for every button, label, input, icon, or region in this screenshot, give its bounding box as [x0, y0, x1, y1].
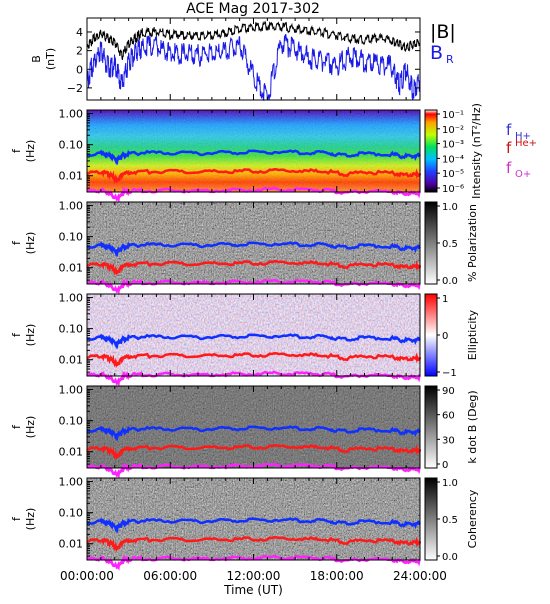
intensity-colorbar [424, 109, 438, 193]
legend-gyro-label-0: H+ [515, 131, 531, 142]
b-ytick-label: −2 [67, 82, 83, 95]
coherency-yunit: (Hz) [24, 508, 37, 531]
b-ytick-label: 4 [76, 26, 83, 39]
kdotb-yunit: (Hz) [24, 416, 37, 439]
ellipticity-colorbar-tick-label: 1 [442, 294, 448, 305]
kdotb-colorbar [424, 385, 438, 469]
xtick-label: 12:00:00 [227, 569, 281, 583]
xtick-label: 00:00:00 [60, 569, 114, 583]
ellipticity-ytick-label: 1.00 [59, 292, 84, 305]
ellipticity-colorbar [424, 293, 438, 377]
coherency-colorbar-label: Coherency [466, 489, 479, 548]
b-ytick-label: 2 [76, 45, 83, 58]
intensity-colorbar-tick-label: 10⁻⁴ [442, 154, 464, 165]
intensity-colorbar-tick-label: 10⁻⁵ [442, 169, 464, 180]
ellipticity-f-hydrogen-line [86, 333, 421, 350]
kdotb-f-helium-line [86, 444, 422, 460]
polarization-colorbar [424, 201, 438, 285]
kdotb-ytick-label: 0.01 [59, 446, 84, 459]
ellipticity-ytick-label: 0.10 [59, 323, 84, 336]
legend-gyro-f-2: f [506, 159, 512, 177]
b-radial-series-line [86, 34, 421, 102]
b-ytick-label: 0 [76, 63, 83, 76]
legend-gyro-label-2: O+ [515, 169, 531, 180]
polarization-colorbar-tick-label: 0.5 [442, 239, 458, 250]
b-total-series-line [86, 20, 421, 61]
polarization-colorbar-label: % Polarization [466, 204, 479, 282]
figure-title: ACE Mag 2017-302 [186, 1, 320, 17]
intensity-colorbar-tick-label: 10⁻³ [442, 140, 464, 151]
legend-b-total: |B| [430, 21, 456, 43]
ellipticity-colorbar-label: Ellipticity [466, 309, 479, 360]
kdotb-ytick-label: 0.10 [59, 415, 84, 428]
polarization-colorbar-tick-label: 0.0 [442, 276, 458, 287]
intensity-ytick-label: 0.10 [59, 139, 84, 152]
xtick-label: 06:00:00 [143, 569, 197, 583]
kdotb-f-hydrogen-line [86, 425, 421, 442]
kdotb-colorbar-label: k dot B (Deg) [466, 390, 479, 463]
ellipticity-colorbar-tick-label: 0 [442, 331, 448, 342]
polarization-colorbar-tick-label: 1.0 [442, 202, 458, 213]
polarization-f-helium-line [86, 260, 422, 276]
coherency-colorbar [424, 477, 438, 561]
polarization-ytick-label: 0.01 [59, 262, 84, 275]
kdotb-ytick-label: 1.00 [59, 384, 84, 397]
coherency-ytick-label: 0.01 [59, 538, 84, 551]
xtick-label: 24:00:00 [393, 569, 447, 583]
polarization-f-hydrogen-line [86, 241, 421, 258]
polarization-ytick-label: 1.00 [59, 200, 84, 213]
intensity-colorbar-label: Intensity (nT²/Hz) [470, 103, 483, 199]
coherency-ytick-label: 0.10 [59, 507, 84, 520]
legend-gyro-label-1: He+ [515, 138, 537, 149]
legend-b-radial: B [430, 42, 443, 64]
legend-gyro-f-0: f [506, 121, 512, 139]
legend-gyro-f-1: f [506, 139, 512, 157]
ellipticity-yunit: (Hz) [24, 324, 37, 347]
intensity-colorbar-tick-label: 10⁻¹ [442, 110, 464, 121]
coherency-ytick-label: 1.00 [59, 476, 84, 489]
ellipticity-f-helium-line [86, 352, 422, 368]
intensity-f-helium-line [86, 168, 422, 184]
polarization-ytick-label: 0.10 [59, 231, 84, 244]
coherency-colorbar-tick-label: 1.0 [442, 478, 458, 489]
kdotb-ylabel: f [10, 424, 23, 429]
xtick-label: 18:00:00 [310, 569, 364, 583]
ellipticity-colorbar-tick-label: −1 [442, 368, 457, 379]
x-axis-label: Time (UT) [223, 583, 283, 597]
b-yunit: (nT) [44, 48, 57, 70]
legend-b-radial-subscript: R [446, 53, 454, 66]
b-ylabel: B [30, 55, 43, 63]
intensity-colorbar-tick-label: 10⁻² [442, 125, 464, 136]
coherency-ylabel: f [10, 516, 23, 521]
kdotb-colorbar-tick-label: 0 [442, 460, 448, 471]
intensity-colorbar-tick-label: 10⁻⁶ [442, 184, 464, 195]
kdotb-colorbar-tick-label: 30 [442, 435, 455, 446]
ellipticity-ytick-label: 0.01 [59, 354, 84, 367]
kdotb-colorbar-tick-label: 60 [442, 411, 455, 422]
intensity-ylabel: f [10, 148, 23, 153]
kdotb-colorbar-tick-label: 90 [442, 386, 455, 397]
coherency-colorbar-tick-label: 0.0 [442, 552, 458, 563]
polarization-ylabel: f [10, 240, 23, 245]
intensity-f-hydrogen-line [86, 149, 421, 166]
coherency-f-hydrogen-line [86, 517, 421, 534]
coherency-f-helium-line [86, 536, 422, 552]
intensity-yunit: (Hz) [24, 140, 37, 163]
intensity-ytick-label: 0.01 [59, 170, 84, 183]
coherency-colorbar-tick-label: 0.5 [442, 515, 458, 526]
polarization-yunit: (Hz) [24, 232, 37, 255]
intensity-ytick-label: 1.00 [59, 108, 84, 121]
ellipticity-ylabel: f [10, 332, 23, 337]
